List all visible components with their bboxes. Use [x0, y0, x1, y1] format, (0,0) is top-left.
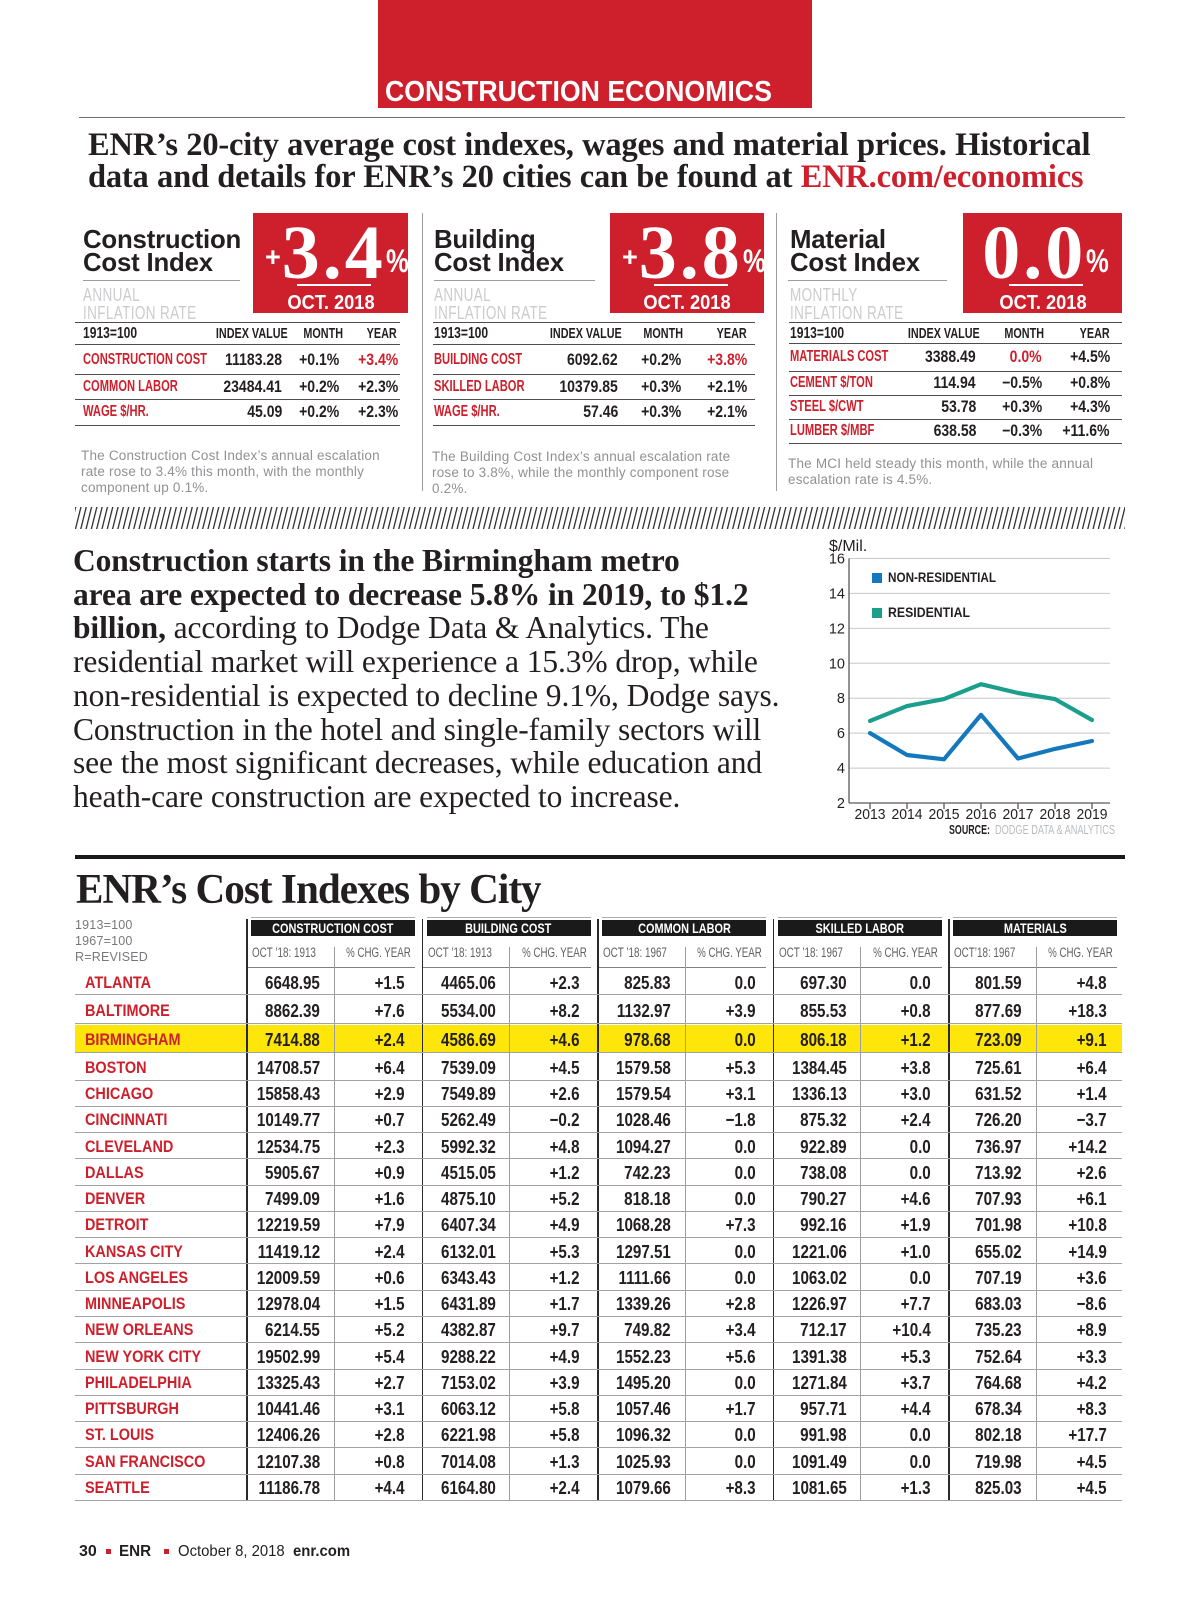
svg-text:$/Mil.: $/Mil. [829, 538, 867, 555]
svg-text:12: 12 [829, 621, 845, 637]
svg-text:2015: 2015 [929, 806, 960, 823]
svg-text:2018: 2018 [1040, 806, 1071, 823]
svg-text:4: 4 [837, 761, 845, 777]
svg-text:2019: 2019 [1077, 806, 1108, 823]
svg-text:2013: 2013 [855, 806, 886, 823]
svg-text:10: 10 [829, 656, 845, 672]
svg-text:SOURCE:: SOURCE: [949, 822, 990, 837]
svg-text:2017: 2017 [1003, 806, 1034, 823]
svg-text:16: 16 [829, 552, 845, 568]
svg-text:RESIDENTIAL: RESIDENTIAL [888, 605, 970, 620]
svg-text:8: 8 [837, 691, 845, 707]
svg-text:14: 14 [829, 586, 845, 602]
svg-text:DODGE DATA & ANALYTICS: DODGE DATA & ANALYTICS [995, 822, 1115, 837]
svg-text:6: 6 [837, 726, 845, 742]
svg-text:2014: 2014 [892, 806, 923, 823]
svg-text:2016: 2016 [966, 806, 997, 823]
svg-text:NON-RESIDENTIAL: NON-RESIDENTIAL [888, 570, 996, 585]
svg-text:2: 2 [837, 796, 845, 812]
